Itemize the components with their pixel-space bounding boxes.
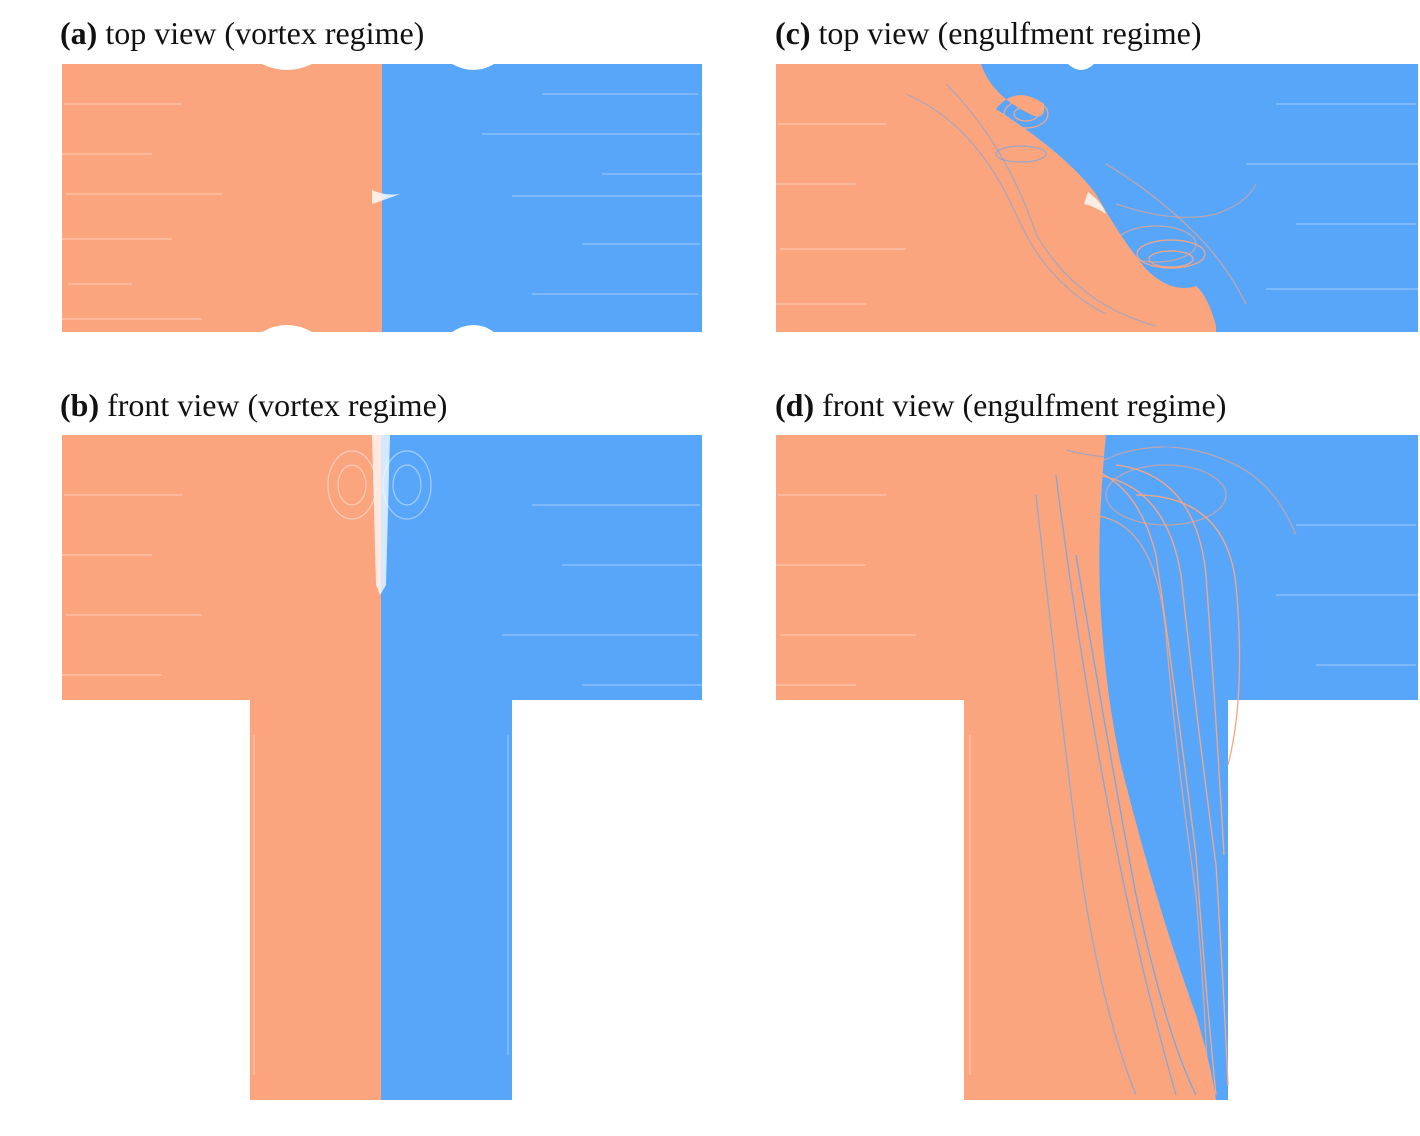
panel-b-letter: (b) [60,387,100,423]
mixing-streamlines [1015,445,1297,1096]
interface-notch-center [372,190,400,204]
notch-bottom-left [262,325,312,332]
streak-lines [62,494,702,1075]
orange-region [62,64,382,332]
panel-a-streamlines [62,64,702,332]
panel-c-label: (c) top view (engulfment regime) [775,17,1202,49]
panel-c-title: top view (engulfment regime) [818,15,1202,51]
panel-b-title: front view (vortex regime) [107,387,448,423]
streak-lines [776,494,1418,1075]
interface-notch [1084,192,1106,214]
panel-d-letter: (d) [775,387,815,423]
orange-region [776,435,1216,1100]
interface-wedge [372,435,390,595]
streak-lines [62,93,702,320]
panel-a-title: top view (vortex regime) [105,15,425,51]
panel-d-streamlines [776,435,1418,1100]
notch-bottom-right [452,325,494,332]
panel-b-label: (b) front view (vortex regime) [60,389,447,421]
panel-b-streamlines [62,435,702,1100]
blue-region [381,435,702,1100]
panel-d-title: front view (engulfment regime) [822,387,1227,423]
orange-region [776,64,1216,332]
panel-a-label: (a) top view (vortex regime) [60,17,424,49]
panel-c-streamlines [776,64,1418,332]
notch-top [1068,64,1094,70]
notch-top-right [452,64,494,70]
panel-c-letter: (c) [775,15,811,51]
blue-region [382,64,702,332]
panel-d-label: (d) front view (engulfment regime) [775,389,1226,421]
streak-lines [776,103,1418,305]
orange-region [62,435,381,1100]
vortex-streamlines [905,83,1257,327]
notch-top-left [262,64,312,70]
panel-a-letter: (a) [60,15,98,51]
